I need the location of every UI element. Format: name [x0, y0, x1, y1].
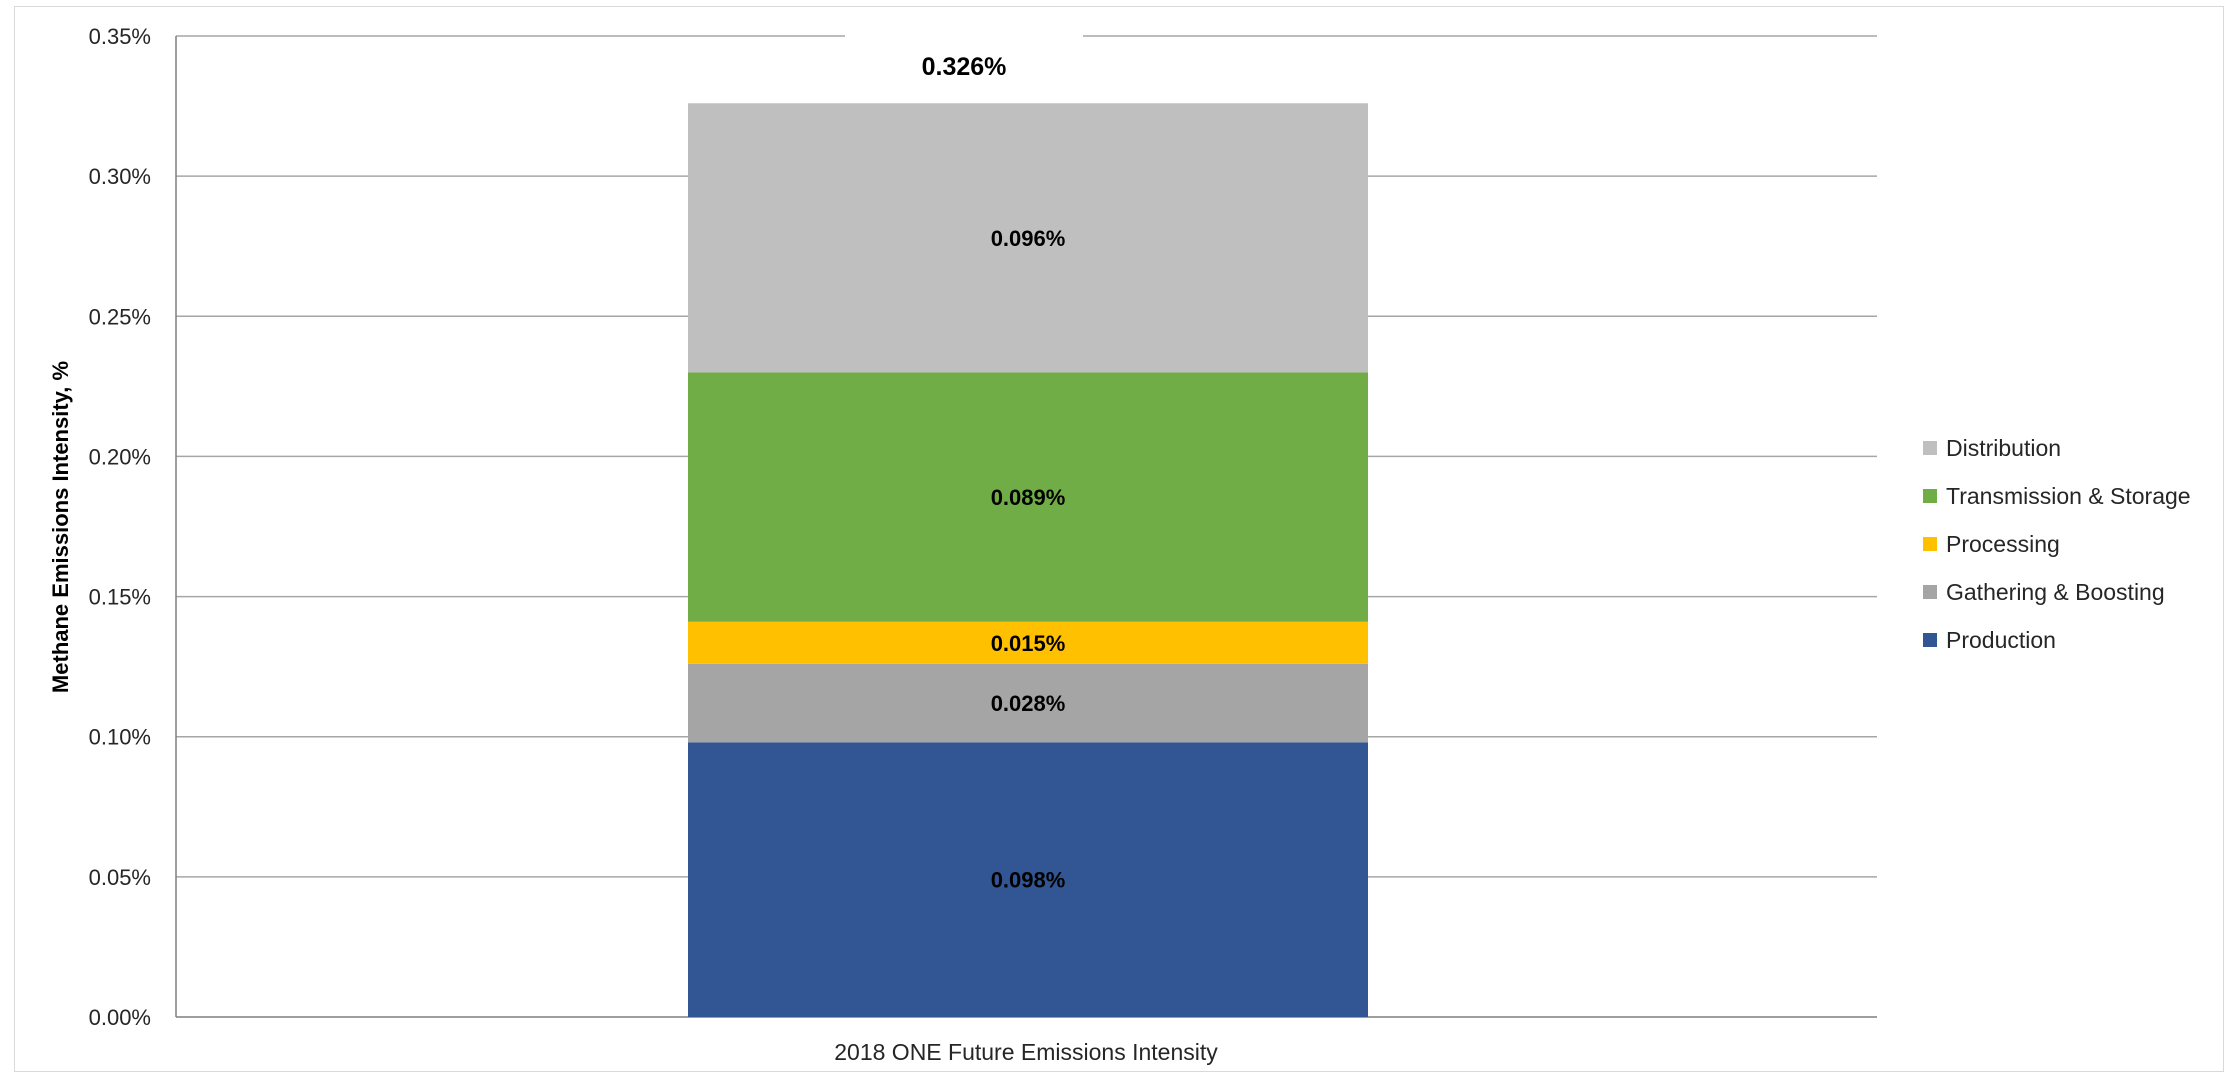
- legend-swatch-processing: [1923, 537, 1937, 551]
- y-tick-label: 0.15%: [89, 585, 151, 610]
- y-tick-label: 0.00%: [89, 1005, 151, 1030]
- chart-frame: [14, 6, 2224, 1072]
- gridlines: [175, 35, 1877, 1018]
- y-tick-label: 0.05%: [89, 865, 151, 890]
- legend-swatch-production: [1923, 633, 1937, 647]
- bar-stack: [688, 103, 1368, 1017]
- data-label-distribution: 0.096%: [991, 226, 1066, 251]
- legend: Distribution Transmission & Storage Proces…: [1923, 435, 2191, 653]
- y-axis-title: Methane Emissions Intensity, %: [48, 361, 73, 693]
- bar-segment-transmission-storage: [688, 372, 1368, 622]
- y-tick-label: 0.25%: [89, 304, 151, 329]
- data-label-gathering-boosting: 0.028%: [991, 691, 1066, 716]
- data-label-processing: 0.015%: [991, 631, 1066, 656]
- bar-segment-processing: [688, 621, 1368, 664]
- x-axis-categories: 2018 ONE Future Emissions Intensity: [834, 1039, 1218, 1065]
- legend-label-processing: Processing: [1946, 531, 2060, 557]
- y-tick-label: 0.20%: [89, 444, 151, 469]
- y-axis-ticks: 0.00% 0.05% 0.10% 0.15% 0.20% 0.25% 0.30% 0.35%: [89, 24, 151, 1030]
- total-label: 0.326%: [922, 53, 1007, 81]
- legend-label-production: Production: [1946, 627, 2056, 653]
- data-label-transmission-storage: 0.089%: [991, 485, 1066, 510]
- legend-label-distribution: Distribution: [1946, 435, 2061, 461]
- y-tick-label: 0.10%: [89, 725, 151, 750]
- bar-segment-production: [688, 742, 1368, 1017]
- legend-swatch-distribution: [1923, 441, 1937, 455]
- y-tick-label: 0.30%: [89, 164, 151, 189]
- data-labels: 0.098% 0.028% 0.015% 0.089% 0.096% 0.326%: [922, 53, 1066, 893]
- x-category-label: 2018 ONE Future Emissions Intensity: [834, 1039, 1218, 1065]
- legend-swatch-transmission-storage: [1923, 489, 1937, 503]
- data-label-production: 0.098%: [991, 868, 1066, 893]
- legend-label-gathering-boosting: Gathering & Boosting: [1946, 579, 2165, 605]
- y-tick-label: 0.35%: [89, 24, 151, 49]
- legend-label-transmission-storage: Transmission & Storage: [1946, 483, 2191, 509]
- bar-segment-gathering-boosting: [688, 663, 1368, 743]
- bar-segment-distribution: [688, 103, 1368, 373]
- legend-swatch-gathering-boosting: [1923, 585, 1937, 599]
